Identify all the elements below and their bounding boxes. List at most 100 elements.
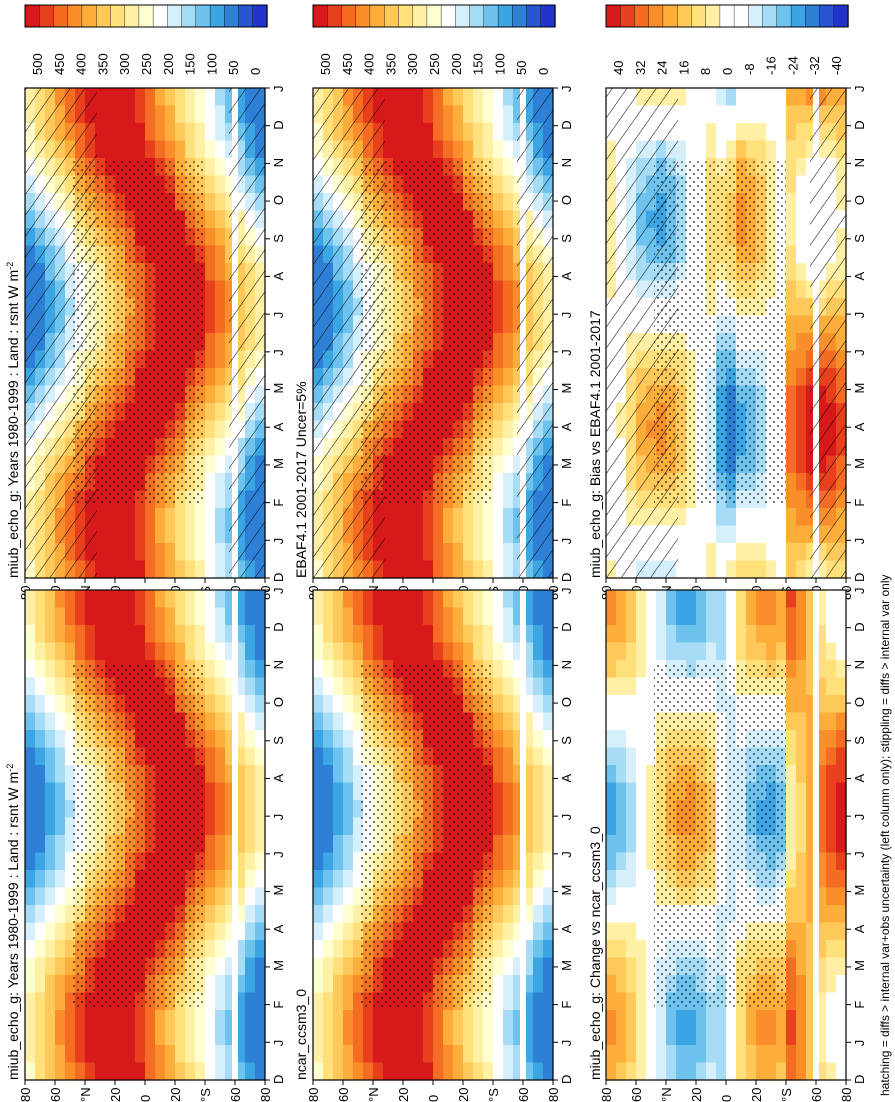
heatmap-cell bbox=[135, 525, 146, 544]
heatmap-cell bbox=[363, 607, 374, 626]
heatmap-cell bbox=[716, 140, 727, 159]
heatmap-cell bbox=[383, 140, 394, 159]
heatmap-cell bbox=[215, 508, 226, 527]
heatmap-cell bbox=[766, 508, 777, 527]
heatmap-cell bbox=[796, 747, 807, 766]
heatmap-cell bbox=[636, 677, 647, 696]
heatmap-cell bbox=[686, 560, 697, 579]
heatmap-cell bbox=[796, 420, 807, 439]
heatmap-cell bbox=[816, 642, 827, 661]
heatmap-cell bbox=[333, 765, 344, 784]
heatmap-cell bbox=[245, 1062, 256, 1081]
heatmap-cell bbox=[225, 940, 236, 959]
heatmap-cell bbox=[543, 782, 554, 801]
heatmap-cell bbox=[533, 747, 544, 766]
heatmap-cell bbox=[626, 852, 637, 871]
heatmap-cell bbox=[756, 590, 767, 609]
heatmap-cell bbox=[343, 817, 354, 836]
heatmap-cell bbox=[816, 765, 827, 784]
heatmap-cell bbox=[493, 1010, 504, 1029]
heatmap-cell bbox=[766, 525, 777, 544]
heatmap-cell bbox=[626, 747, 637, 766]
heatmap-cell bbox=[215, 940, 226, 959]
heatmap-cell bbox=[796, 1062, 807, 1081]
heatmap-cell bbox=[245, 905, 256, 924]
heatmap-cell bbox=[215, 403, 226, 422]
heatmap-cell bbox=[616, 747, 627, 766]
heatmap-cell bbox=[503, 940, 514, 959]
heatmap-cell bbox=[626, 782, 637, 801]
heatmap-cell bbox=[513, 940, 524, 959]
heatmap-cell bbox=[175, 1062, 186, 1081]
heatmap-cell bbox=[25, 940, 36, 959]
heatmap-cell bbox=[806, 782, 817, 801]
heatmap-cell bbox=[195, 607, 206, 626]
heatmap-cell bbox=[806, 642, 817, 661]
heatmap-cell bbox=[245, 747, 256, 766]
heatmap-cell bbox=[205, 420, 216, 439]
heatmap-cell bbox=[25, 712, 36, 731]
heatmap-cell bbox=[245, 607, 256, 626]
heatmap-cell bbox=[786, 158, 797, 177]
heatmap-cell bbox=[836, 747, 847, 766]
heatmap-cell bbox=[333, 695, 344, 714]
heatmap-cell bbox=[95, 140, 106, 159]
heatmap-cell bbox=[343, 695, 354, 714]
heatmap-cell bbox=[363, 1010, 374, 1029]
heatmap-cell bbox=[816, 1027, 827, 1046]
heatmap-cell bbox=[706, 105, 717, 124]
heatmap-cell bbox=[25, 1010, 36, 1029]
heatmap-cell bbox=[646, 590, 657, 609]
heatmap-cell bbox=[606, 992, 617, 1011]
heatmap-cell bbox=[523, 660, 534, 679]
heatmap-cell bbox=[503, 403, 514, 422]
heatmap-cell bbox=[323, 1045, 334, 1064]
heatmap-cell bbox=[836, 590, 847, 609]
month-tick-label: J bbox=[271, 814, 286, 821]
heatmap-cell bbox=[255, 992, 266, 1011]
colorbar-swatch bbox=[238, 4, 254, 28]
heatmap-cell bbox=[165, 543, 176, 562]
panel-title: miub_echo_g: Bias vs EBAF4.1 2001-2017 bbox=[587, 310, 603, 578]
colorbar-label: 100 bbox=[492, 53, 507, 75]
heatmap-cell bbox=[786, 525, 797, 544]
heatmap-cell bbox=[543, 1010, 554, 1029]
heatmap-cell bbox=[616, 642, 627, 661]
heatmap-cell bbox=[145, 525, 156, 544]
lat-tick-label: °S bbox=[486, 1088, 501, 1102]
heatmap-cell bbox=[543, 660, 554, 679]
heatmap-cell bbox=[473, 642, 484, 661]
heatmap-cell bbox=[175, 88, 186, 107]
lat-tick-label: 80 bbox=[306, 1088, 321, 1102]
heatmap-cell bbox=[95, 607, 106, 626]
heatmap-cell bbox=[333, 887, 344, 906]
heatmap-cell bbox=[706, 1027, 717, 1046]
heatmap-cell bbox=[806, 1010, 817, 1029]
month-tick-label: D bbox=[852, 1075, 867, 1084]
heatmap-cell bbox=[826, 1010, 837, 1029]
heatmap-cell bbox=[65, 730, 76, 749]
heatmap-cell bbox=[493, 263, 504, 282]
month-tick-label: D bbox=[271, 622, 286, 631]
heatmap-cell bbox=[373, 1045, 384, 1064]
colorbar-swatch bbox=[39, 4, 55, 28]
heatmap-cell bbox=[676, 1045, 687, 1064]
colorbar: 500 450 400 350 300 250 200 150 100 50 0 bbox=[24, 4, 268, 75]
heatmap-cell bbox=[205, 298, 216, 317]
colorbar-swatch bbox=[152, 4, 169, 28]
heatmap-cell bbox=[245, 922, 256, 941]
heatmap-cell bbox=[95, 508, 106, 527]
heatmap-cell bbox=[313, 817, 324, 836]
heatmap-cell bbox=[45, 590, 56, 609]
heatmap-cell bbox=[776, 1062, 787, 1081]
heatmap-cell bbox=[175, 508, 186, 527]
heatmap-cell bbox=[115, 140, 126, 159]
heatmap-cell bbox=[746, 1027, 757, 1046]
heatmap-cell bbox=[676, 123, 687, 142]
heatmap-cell bbox=[245, 712, 256, 731]
heatmap-cell bbox=[35, 590, 46, 609]
heatmap-cell bbox=[493, 677, 504, 696]
heatmap-cell bbox=[796, 228, 807, 247]
heatmap-cell bbox=[503, 350, 514, 369]
heatmap-cell bbox=[493, 245, 504, 264]
